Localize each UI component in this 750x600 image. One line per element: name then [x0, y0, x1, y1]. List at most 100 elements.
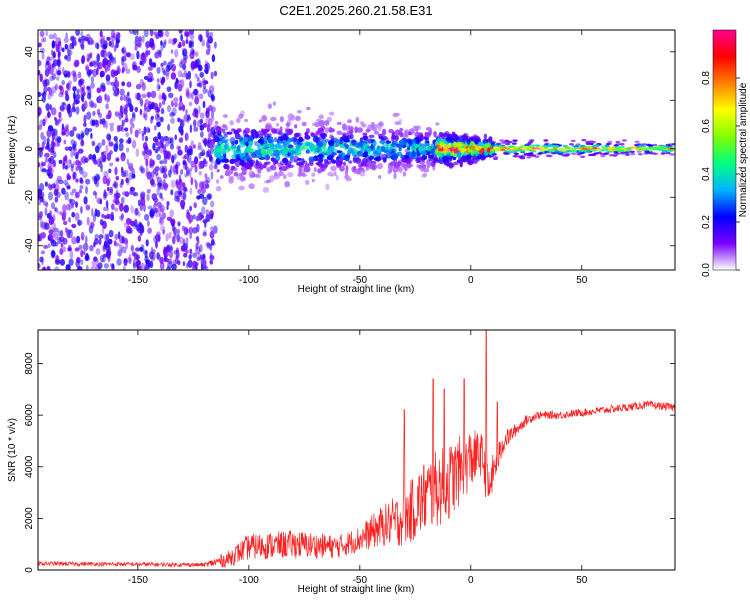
- spectrogram-cell: [57, 118, 61, 124]
- spectrogram-cell: [90, 266, 96, 270]
- snr-x-tick-label: -100: [239, 575, 259, 586]
- spectrogram-cell: [72, 143, 77, 150]
- snr-y-tick-label: 4000: [24, 455, 35, 478]
- spectrogram-cell: [337, 154, 342, 160]
- spectrogram-cell: [171, 107, 177, 116]
- spectrogram-cell: [442, 155, 449, 162]
- spectrogram-cell: [224, 143, 228, 150]
- spectrogram-cell: [132, 30, 138, 36]
- spectrogram-cell: [305, 179, 310, 186]
- snr-spike-point: [443, 388, 445, 390]
- spectrogram-cell: [47, 110, 50, 117]
- spectrogram-cell: [95, 248, 101, 255]
- spectrogram-cell: [426, 164, 430, 169]
- spectrogram-cell: [140, 167, 146, 174]
- spectrogram-cell: [166, 200, 170, 207]
- spectrogram-cell: [478, 141, 482, 146]
- spectrogram-y-tick-label: -40: [24, 238, 35, 253]
- spectrogram-cell: [325, 183, 330, 191]
- spectrogram-cell: [105, 103, 109, 110]
- spectrogram-cell: [93, 241, 96, 248]
- spectrogram-cell: [604, 152, 610, 155]
- spectrogram-cell: [106, 133, 112, 141]
- spectrogram-cell: [179, 190, 182, 198]
- spectrogram-cell: [464, 145, 467, 149]
- spectrogram-cell: [367, 150, 372, 157]
- spectrogram-x-tick-label: -100: [239, 275, 259, 286]
- spectrogram-cell: [65, 264, 71, 270]
- spectrogram-cell: [243, 150, 250, 154]
- spectrogram-cell: [76, 133, 81, 139]
- spectrogram-cell: [231, 154, 237, 160]
- spectrogram-cell: [295, 115, 301, 121]
- spectrogram-cell: [44, 152, 50, 158]
- spectrogram-cell: [106, 36, 111, 41]
- spectrogram-cell: [114, 70, 120, 75]
- spectrogram-cell: [80, 231, 85, 241]
- spectrogram-cell: [162, 229, 165, 235]
- spectrogram-cell: [569, 143, 574, 146]
- spectrogram-cell: [596, 151, 602, 154]
- spectrogram-cell: [164, 252, 169, 257]
- spectrogram-cell: [289, 153, 294, 160]
- spectrogram-cell: [96, 174, 101, 181]
- spectrogram-cell: [56, 210, 62, 215]
- spectrogram-cell: [67, 103, 71, 112]
- spectrogram-cell: [190, 47, 194, 55]
- spectrogram-region: [213, 101, 441, 193]
- spectrogram-cell: [126, 228, 132, 233]
- spectrogram-cell: [385, 142, 393, 148]
- spectrogram-cell: [182, 261, 186, 267]
- spectrogram-cell: [202, 139, 208, 144]
- spectrogram-cell: [138, 36, 142, 42]
- spectrogram-cell: [265, 122, 272, 128]
- spectrogram-cell: [156, 66, 161, 74]
- spectrogram-cell: [66, 159, 72, 168]
- spectrogram-cell: [99, 198, 103, 205]
- spectrogram-cell: [209, 85, 215, 94]
- spectrogram-cell: [86, 216, 90, 226]
- spectrogram-cell: [513, 155, 519, 158]
- spectrogram-cell: [134, 45, 138, 51]
- spectrogram-cell: [160, 142, 164, 149]
- snr-marks: [37, 329, 676, 569]
- spectrogram-cell: [491, 141, 497, 144]
- spectrogram-cell: [209, 230, 215, 239]
- spectrogram-cell: [118, 142, 124, 152]
- spectrogram-cell: [343, 161, 346, 167]
- spectrogram-cell: [86, 92, 91, 100]
- spectrogram-cell: [353, 169, 361, 175]
- spectrogram-cell: [342, 127, 347, 131]
- spectrogram-cell: [141, 93, 147, 99]
- spectrogram-cell: [363, 151, 369, 158]
- spectrogram-cell: [156, 121, 161, 128]
- spectrogram-cell: [106, 62, 111, 72]
- spectrogram-cell: [154, 136, 159, 142]
- spectrogram-cell: [113, 207, 119, 212]
- spectrogram-cell: [57, 50, 61, 58]
- spectrogram-cell: [41, 221, 46, 230]
- spectrogram-cell: [99, 30, 103, 38]
- spectrogram-cell: [150, 76, 155, 82]
- spectrogram-cell: [248, 183, 255, 190]
- spectrogram-cell: [204, 179, 209, 185]
- spectrogram-cell: [120, 178, 124, 186]
- spectrogram-cell: [188, 41, 195, 48]
- spectrogram-cell: [590, 148, 595, 152]
- spectrogram-cell: [147, 128, 151, 133]
- spectrogram-cell: [70, 35, 75, 42]
- spectrogram-cell: [54, 83, 59, 91]
- spectrogram-cell: [82, 242, 89, 251]
- spectrogram-cell: [134, 35, 140, 43]
- spectrogram-cell: [124, 118, 129, 123]
- spectrogram-cell: [195, 58, 201, 68]
- spectrogram-cell: [105, 94, 110, 103]
- spectrogram-cell: [43, 85, 48, 94]
- spectrogram-cell: [168, 92, 174, 99]
- spectrogram-cell: [404, 131, 409, 138]
- spectrogram-cell: [116, 258, 122, 266]
- spectrogram-cell: [234, 150, 238, 154]
- spectrogram-cell: [169, 138, 173, 144]
- spectrogram-cell: [281, 166, 287, 171]
- spectrogram-cell: [188, 254, 192, 260]
